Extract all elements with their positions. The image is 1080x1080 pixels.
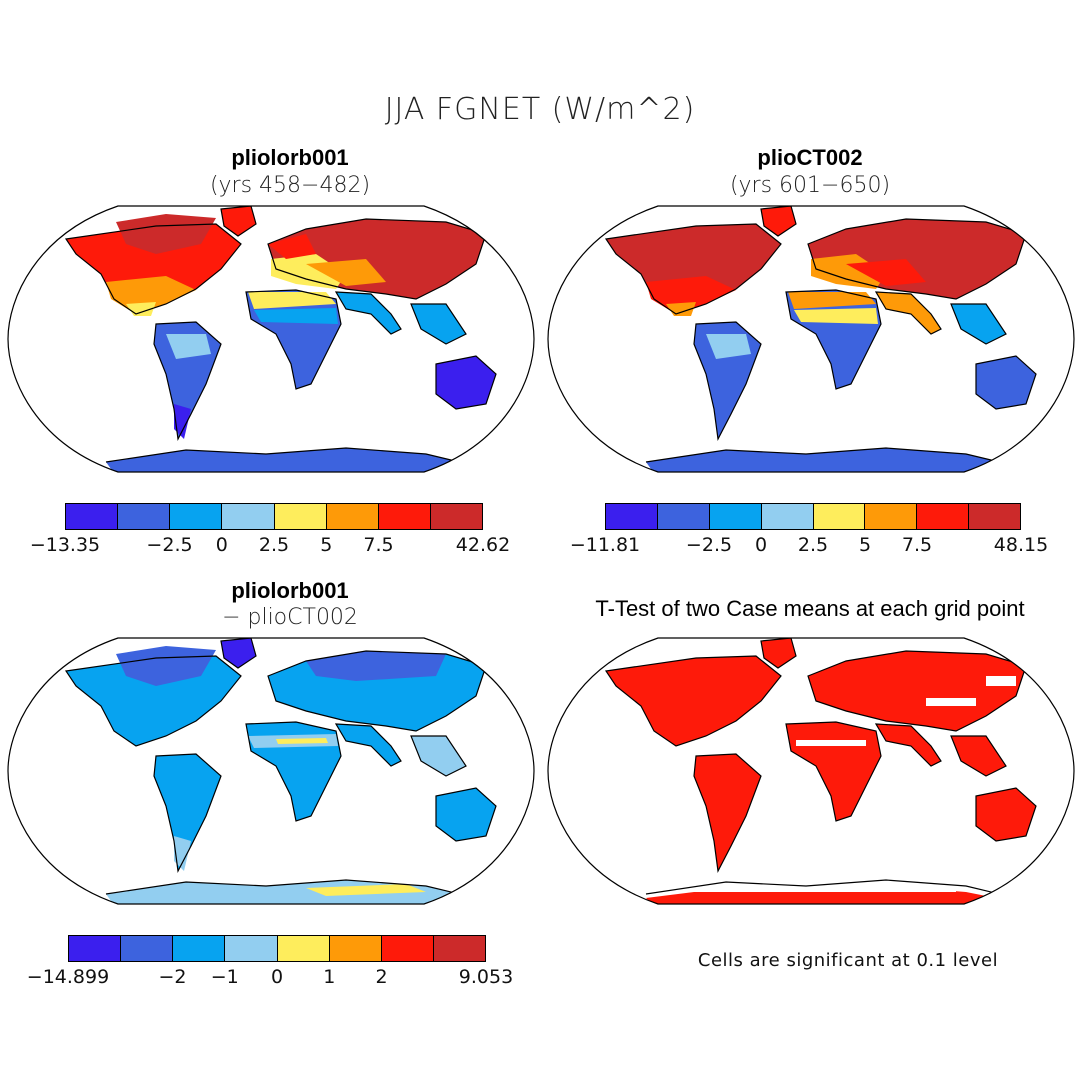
colorbar-panel3: [68, 935, 486, 962]
colorbar-swatch: [173, 936, 226, 961]
land-fills-panel1: [66, 206, 496, 472]
colorbar-swatch: [225, 936, 278, 961]
colorbar-panel1: [65, 503, 483, 530]
colorbar-tick-label: −14.899: [26, 966, 110, 988]
colorbar-swatch: [813, 504, 866, 529]
colorbar-panel2: [605, 503, 1021, 530]
colorbar-swatch: [709, 504, 762, 529]
colorbar-tick-label: 2.5: [258, 534, 290, 556]
colorbar-tick-label: −11.81: [569, 534, 641, 556]
colorbar-tick-label: −13.35: [29, 534, 101, 556]
colorbar-swatch: [170, 504, 223, 529]
colorbar-tick-label: 2.5: [797, 534, 829, 556]
significance-note: Cells are significant at 0.1 level: [697, 950, 999, 971]
map-border-panel1: [7, 205, 535, 473]
colorbar-swatch: [222, 504, 275, 529]
map-border-panel3: [7, 637, 535, 905]
panel1-subtitle: (yrs 458−482): [209, 173, 371, 198]
colorbar-tick-label: 9.053: [458, 966, 514, 988]
colorbar-tick-label: −2.5: [146, 534, 193, 556]
map-panel2: [547, 205, 1075, 473]
colorbar-tick-label: 0: [754, 534, 768, 556]
colorbar-swatch: [277, 936, 330, 961]
colorbar-swatch: [378, 504, 431, 529]
colorbar-swatch: [381, 936, 434, 961]
significance-fills-panel4: [606, 638, 1036, 904]
colorbar-swatch: [969, 504, 1020, 529]
colorbar-swatch: [66, 504, 119, 529]
colorbar-tick-label: 5: [320, 534, 333, 556]
panel4-title: T-Test of two Case means at each grid po…: [595, 596, 1025, 621]
panel3-subtitle: − plioCT002: [222, 605, 358, 630]
colorbar-swatch: [865, 504, 918, 529]
colorbar-tick-label: −2.5: [685, 534, 733, 556]
map-panel3: [7, 637, 535, 905]
colorbar-swatch: [761, 504, 814, 529]
land-fills-panel2: [606, 206, 1036, 472]
panel2-subtitle: (yrs 601−650): [729, 173, 891, 198]
main-title: JJA FGNET (W/m^2): [384, 92, 696, 127]
panel2-title: plioCT002: [757, 145, 863, 170]
panel1-title: pliolorb001: [231, 145, 349, 170]
colorbar-tick-label: 42.62: [455, 534, 511, 556]
colorbar-tick-label: −1: [210, 966, 239, 988]
colorbar-tick-label: −2: [158, 966, 187, 988]
colorbar-swatch: [69, 936, 122, 961]
colorbar-tick-label: 0: [270, 966, 284, 988]
map-panel1: [7, 205, 535, 473]
colorbar-tick-label: 48.15: [993, 534, 1049, 556]
land-fills-panel3: [66, 638, 496, 904]
coastlines-panel3: [64, 638, 497, 899]
colorbar-swatch: [433, 936, 485, 961]
map-border-panel4: [547, 637, 1075, 905]
colorbar-swatch: [121, 936, 174, 961]
colorbar-swatch: [657, 504, 710, 529]
colorbar-swatch: [430, 504, 482, 529]
map-panel4: [547, 637, 1075, 905]
colorbar-swatch: [917, 504, 970, 529]
map-border-panel2: [547, 205, 1075, 473]
colorbar-tick-label: 7.5: [363, 534, 394, 556]
colorbar-tick-label: 7.5: [901, 534, 933, 556]
colorbar-swatch: [118, 504, 171, 529]
colorbar-swatch: [326, 504, 379, 529]
colorbar-tick-label: 1: [323, 966, 336, 988]
colorbar-swatch: [329, 936, 382, 961]
coastlines-panel4: [604, 638, 1037, 899]
colorbar-swatch: [606, 504, 658, 529]
colorbar-swatch: [274, 504, 327, 529]
colorbar-tick-label: 2: [375, 966, 388, 988]
panel3-title: pliolorb001: [231, 578, 349, 603]
coastlines-panel1: [64, 206, 497, 467]
colorbar-tick-label: 5: [858, 534, 872, 556]
nonsignificant-gaps-panel4: [656, 676, 1016, 892]
colorbar-tick-label: 0: [215, 534, 228, 556]
